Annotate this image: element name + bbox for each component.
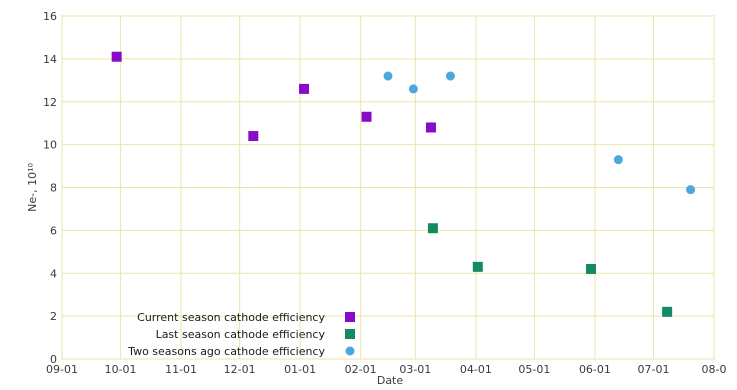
data-point-series-1	[299, 83, 310, 94]
x-axis-ticks: 09-01 10-01 11-01 12-01 01-01 02-01 03-01 04-01…	[46, 363, 726, 376]
x-tick-label: 09-01	[46, 363, 78, 376]
y-tick-label: 16	[43, 10, 57, 23]
legend: Current season cathode efficiency Last se…	[127, 311, 355, 358]
x-tick-label: 05-01	[518, 363, 550, 376]
data-point-series-1	[425, 122, 436, 133]
x-tick-label: 10-01	[105, 363, 137, 376]
y-tick-label: 6	[50, 224, 57, 237]
x-tick-label: 03-01	[399, 363, 431, 376]
y-axis-label: Ne-, 10¹⁰	[26, 163, 39, 212]
x-tick-label: 12-01	[224, 363, 256, 376]
data-point-series-2	[472, 261, 483, 272]
data-point-series-1	[111, 51, 122, 62]
legend-label: Two seasons ago cathode efficiency	[127, 345, 325, 358]
data-point-series-3	[408, 84, 418, 94]
data-points	[111, 51, 696, 317]
legend-label: Last season cathode efficiency	[156, 328, 326, 341]
data-point-series-3	[686, 185, 696, 195]
x-tick-label: 04-01	[460, 363, 492, 376]
x-tick-label: 02-01	[345, 363, 377, 376]
legend-label: Current season cathode efficiency	[137, 311, 325, 324]
data-point-series-3	[613, 155, 623, 165]
y-tick-label: 12	[43, 96, 57, 109]
x-axis-label: Date	[377, 374, 404, 387]
y-tick-label: 0	[50, 353, 57, 366]
y-axis-ticks: 0 2 4 6 8 10 12 14 16	[43, 10, 57, 366]
data-point-series-1	[248, 131, 259, 142]
data-point-series-2	[586, 263, 597, 274]
data-point-series-1	[361, 111, 372, 122]
y-tick-label: 14	[43, 53, 57, 66]
legend-marker-series-3	[345, 346, 355, 356]
x-tick-label: 11-01	[165, 363, 197, 376]
y-tick-label: 2	[50, 310, 57, 323]
y-tick-label: 8	[50, 182, 57, 195]
data-point-series-2	[662, 306, 673, 317]
legend-marker-series-2	[345, 329, 355, 339]
x-tick-label: 01-01	[284, 363, 316, 376]
x-tick-label: 06-01	[579, 363, 611, 376]
x-tick-label: 07-01	[638, 363, 670, 376]
grid	[61, 15, 715, 360]
y-tick-label: 10	[43, 139, 57, 152]
data-point-series-3	[445, 71, 455, 81]
y-tick-label: 4	[50, 267, 57, 280]
data-point-series-2	[427, 223, 438, 234]
legend-marker-series-1	[345, 312, 355, 322]
data-point-series-3	[383, 71, 393, 81]
x-tick-label: 08-0	[702, 363, 727, 376]
